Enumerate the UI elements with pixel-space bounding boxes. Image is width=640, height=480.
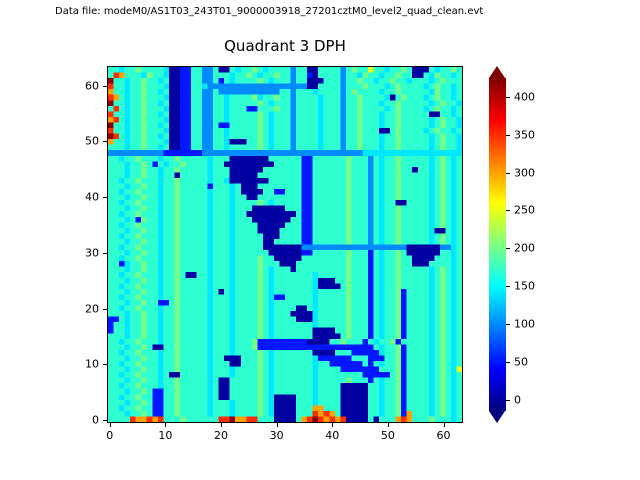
colorbar-tick-mark: [506, 134, 510, 136]
x-tick-label: 10: [158, 429, 173, 442]
y-tick-label: 20: [85, 302, 99, 316]
y-tick-label: 50: [85, 134, 99, 148]
colorbar-tick-mark: [506, 172, 510, 174]
x-tick-mark: [332, 423, 334, 427]
chart-title: Quadrant 3 DPH: [224, 37, 346, 55]
colorbar-tick-label: 100: [514, 317, 535, 331]
colorbar: [489, 78, 506, 411]
x-tick-mark: [443, 423, 445, 427]
colorbar-over-arrow: [489, 66, 505, 78]
x-tick-mark: [221, 423, 223, 427]
colorbar-tick-label: 50: [514, 355, 528, 369]
y-tick-label: 10: [85, 357, 99, 371]
y-tick-label: 30: [85, 246, 99, 260]
colorbar-tick-mark: [506, 210, 510, 212]
colorbar-tick-mark: [506, 323, 510, 325]
heatmap-canvas: [108, 67, 462, 422]
y-tick-mark: [103, 197, 107, 199]
x-tick-mark: [276, 423, 278, 427]
colorbar-tick-label: 300: [514, 166, 535, 180]
y-tick-mark: [103, 141, 107, 143]
x-tick-mark: [387, 423, 389, 427]
colorbar-tick-label: 350: [514, 128, 535, 142]
colorbar-tick-label: 400: [514, 90, 535, 104]
y-tick-mark: [103, 364, 107, 366]
datafile-text: Data file: modeM0/AS1T03_243T01_90000039…: [55, 6, 484, 17]
y-tick-label: 40: [85, 190, 99, 204]
plot-area: [107, 66, 463, 423]
colorbar-tick-label: 200: [514, 241, 535, 255]
colorbar-tick-mark: [506, 248, 510, 250]
x-tick-label: 0: [106, 429, 114, 442]
y-tick-mark: [103, 420, 107, 422]
y-tick-mark: [103, 252, 107, 254]
y-tick-mark: [103, 85, 107, 87]
colorbar-tick-mark: [506, 361, 510, 363]
x-tick-label: 60: [436, 429, 451, 442]
x-tick-label: 30: [269, 429, 284, 442]
y-tick-mark: [103, 308, 107, 310]
x-tick-label: 20: [214, 429, 229, 442]
colorbar-tick-label: 250: [514, 203, 535, 217]
colorbar-tick-mark: [506, 96, 510, 98]
colorbar-tick-mark: [506, 286, 510, 288]
x-tick-mark: [109, 423, 111, 427]
colorbar-under-arrow: [489, 411, 505, 423]
colorbar-canvas: [489, 78, 506, 411]
y-tick-label: 60: [85, 79, 99, 93]
colorbar-tick-mark: [506, 399, 510, 401]
y-tick-label: 0: [92, 413, 99, 427]
colorbar-tick-label: 0: [514, 393, 521, 407]
colorbar-tick-label: 150: [514, 279, 535, 293]
x-tick-label: 50: [380, 429, 395, 442]
x-tick-mark: [165, 423, 167, 427]
x-tick-label: 40: [325, 429, 340, 442]
